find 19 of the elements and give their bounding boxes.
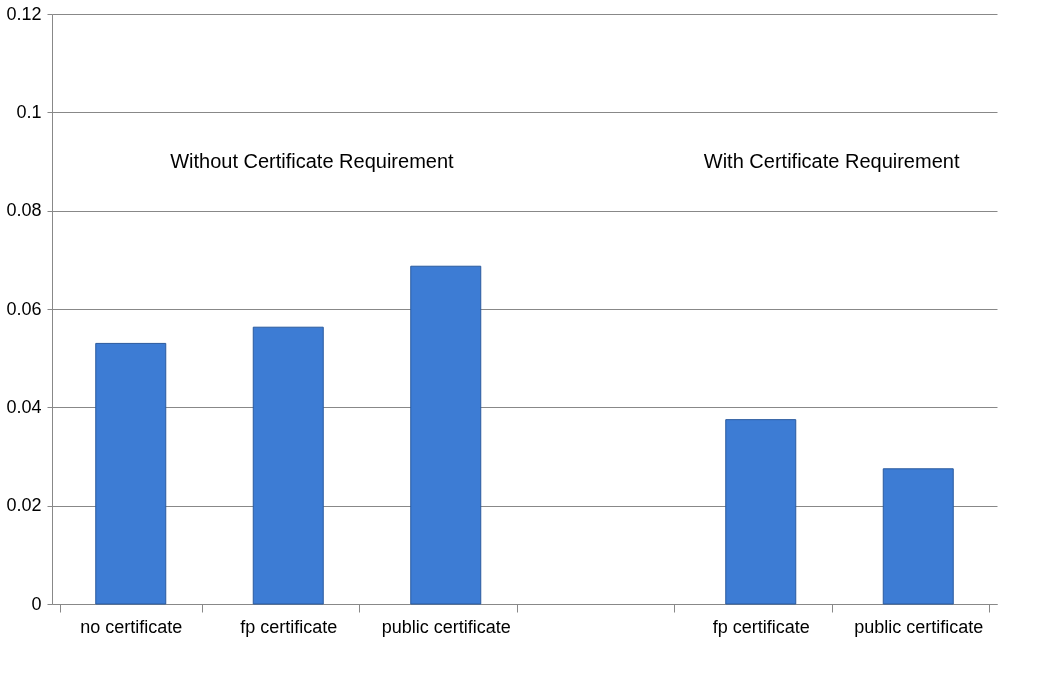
x-tick-label: fp certificate bbox=[240, 616, 338, 637]
x-tick-label: public certificate bbox=[854, 616, 984, 637]
annotation: Without Certificate Requirement bbox=[170, 149, 455, 172]
bar bbox=[882, 468, 954, 605]
bar bbox=[252, 326, 324, 605]
bar bbox=[410, 265, 482, 605]
x-tick-label: public certificate bbox=[381, 616, 511, 637]
y-tick-label: 0 bbox=[31, 593, 42, 614]
x-tick-label: fp certificate bbox=[712, 616, 810, 637]
y-tick-label: 0.06 bbox=[6, 298, 42, 319]
x-tick-label: no certificate bbox=[80, 616, 183, 637]
y-tick-label: 0.12 bbox=[6, 3, 42, 24]
bar bbox=[95, 342, 167, 605]
y-tick-label: 0.08 bbox=[6, 200, 42, 221]
y-tick-label: 0.04 bbox=[6, 396, 42, 417]
y-tick-label: 0.02 bbox=[6, 495, 42, 516]
y-tick-label: 0.1 bbox=[16, 101, 42, 122]
annotation: With Certificate Requirement bbox=[703, 149, 960, 172]
bar bbox=[725, 419, 797, 605]
